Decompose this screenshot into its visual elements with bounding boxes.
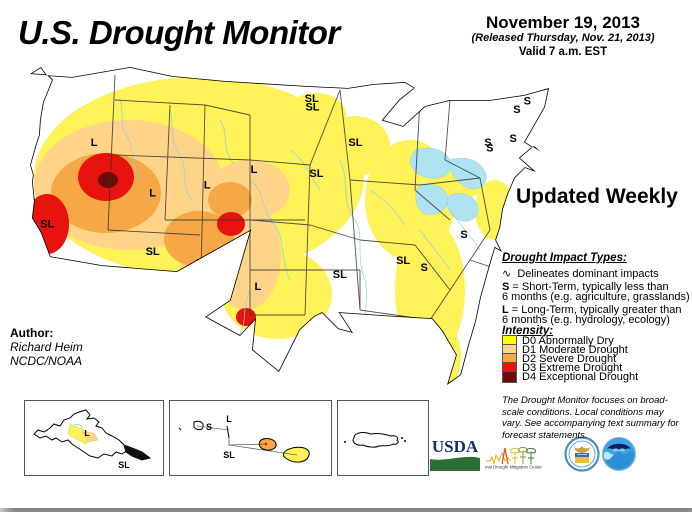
svg-text:L: L <box>91 137 98 149</box>
svg-text:SL: SL <box>309 168 323 180</box>
svg-text:SL: SL <box>118 460 130 470</box>
svg-text:S: S <box>524 96 531 108</box>
svg-text:L: L <box>204 180 211 192</box>
svg-text:SL: SL <box>396 255 410 267</box>
svg-text:SL: SL <box>348 137 362 149</box>
svg-text:L: L <box>226 414 232 424</box>
svg-text:SL: SL <box>305 93 319 105</box>
svg-text:L: L <box>251 164 258 176</box>
svg-text:National Drought Mitigation Ce: National Drought Mitigation Center <box>485 465 543 470</box>
svg-text:S: S <box>421 262 428 274</box>
svg-text:S: S <box>206 422 212 432</box>
svg-text:SL: SL <box>146 246 160 258</box>
svg-text:L: L <box>84 428 89 438</box>
svg-text:USDA: USDA <box>432 437 479 456</box>
svg-text:SL: SL <box>40 219 54 231</box>
svg-text:SL: SL <box>223 450 235 460</box>
svg-text:L: L <box>149 188 156 200</box>
svg-text:S: S <box>510 133 517 145</box>
svg-text:S: S <box>513 104 520 116</box>
svg-text:L: L <box>255 281 262 293</box>
svg-text:SL: SL <box>333 269 347 281</box>
svg-text:L: L <box>196 258 203 270</box>
svg-text:S: S <box>460 229 467 241</box>
svg-text:S: S <box>486 142 493 154</box>
